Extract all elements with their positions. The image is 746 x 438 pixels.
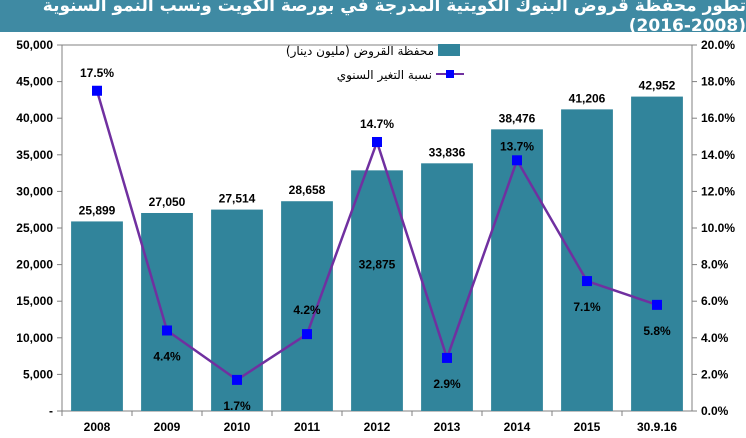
- x-tick-label: 2015: [574, 420, 601, 434]
- line-value-label: 5.8%: [643, 324, 671, 338]
- y-right-tick-label: 16.0%: [701, 111, 735, 125]
- y-right-tick-label: 2.0%: [701, 367, 729, 381]
- legend-bar-swatch: [438, 44, 460, 56]
- bar: [631, 96, 683, 411]
- y-left-tick-label: 15,000: [16, 294, 53, 308]
- y-right-tick-label: 4.0%: [701, 331, 729, 345]
- line-point: [162, 325, 172, 336]
- line-value-label: 4.2%: [293, 303, 321, 317]
- line-value-label: 13.7%: [500, 139, 534, 153]
- bar: [141, 212, 193, 411]
- bar: [421, 163, 473, 411]
- line-value-label: 1.7%: [223, 399, 251, 413]
- y-right-tick-label: 12.0%: [701, 184, 735, 198]
- y-right-tick-label: 18.0%: [701, 75, 735, 89]
- y-left-tick-label: 5,000: [23, 367, 53, 381]
- x-tick-label: 2008: [84, 420, 111, 434]
- y-right-tick-label: 10.0%: [701, 221, 735, 235]
- bar: [71, 221, 123, 411]
- line-point: [652, 299, 662, 310]
- y-left-tick-label: 30,000: [16, 184, 53, 198]
- bar-value-label: 27,514: [219, 192, 256, 206]
- line-point: [442, 352, 452, 363]
- y-left-tick-label: 40,000: [16, 111, 53, 125]
- line-point: [372, 136, 382, 147]
- line-point: [512, 155, 522, 166]
- legend-line-marker: [446, 70, 454, 78]
- y-right-tick-label: 8.0%: [701, 258, 729, 272]
- y-left-tick-label: 20,000: [16, 258, 53, 272]
- bar-value-label: 27,050: [149, 195, 186, 209]
- bar-value-label: 32,875: [359, 257, 396, 271]
- bar-value-label: 42,952: [639, 79, 676, 93]
- line-value-label: 7.1%: [573, 300, 601, 314]
- bars: [71, 96, 683, 412]
- bar-value-label: 28,658: [289, 183, 326, 197]
- bar: [281, 201, 333, 411]
- x-tick-label: 2012: [364, 420, 391, 434]
- y-left-tick-label: 45,000: [16, 75, 53, 89]
- line-value-label: 2.9%: [433, 377, 461, 391]
- x-tick-label: 2013: [434, 420, 461, 434]
- y-left-tick-label: -: [49, 404, 53, 418]
- x-tick-label: 30.9.16: [637, 420, 677, 434]
- bar: [561, 109, 613, 412]
- y-right-tick-label: 6.0%: [701, 294, 729, 308]
- y-right-tick-label: 14.0%: [701, 148, 735, 162]
- x-tick-label: 2009: [154, 420, 181, 434]
- y-right-tick-label: 0.0%: [701, 404, 729, 418]
- bar-value-label: 38,476: [499, 111, 536, 125]
- y-left-tick-label: 35,000: [16, 148, 53, 162]
- bar-labels: 25,899 27,050 27,514 28,658 32,875 33,836 38,4…: [79, 79, 676, 272]
- line-value-label: 4.4%: [153, 349, 181, 363]
- bar-value-label: 33,836: [429, 145, 466, 159]
- line-point: [582, 276, 592, 287]
- bar: [351, 170, 403, 411]
- chart-title: تطور محفظة قروض البنوك الكويتية المدرجة …: [0, 0, 746, 36]
- x-tick-label: 2014: [504, 420, 531, 434]
- x-tick-label: 2011: [294, 420, 320, 434]
- y-left-tick-label: 25,000: [16, 221, 53, 235]
- y-right-tick-label: 20.0%: [701, 38, 735, 52]
- axes: - 5,000 10,000 15,000 20,000 25,000 30,000 35,0…: [16, 38, 735, 434]
- y-left-tick-label: 10,000: [16, 331, 53, 345]
- line-point: [92, 85, 102, 96]
- line-point: [302, 329, 312, 340]
- line-value-label: 14.7%: [360, 117, 394, 131]
- y-left-tick-label: 50,000: [16, 38, 53, 52]
- x-tick-label: 2010: [224, 420, 251, 434]
- bar: [491, 129, 543, 411]
- legend: محفظة القروض (مليون دينار) نسبة التغير ا…: [286, 44, 464, 83]
- line-value-label: 17.5%: [80, 66, 114, 80]
- bar-value-label: 41,206: [569, 91, 606, 105]
- legend-bar-label: محفظة القروض (مليون دينار): [286, 44, 434, 59]
- combo-chart: - 5,000 10,000 15,000 20,000 25,000 30,000 35,0…: [16, 38, 735, 434]
- line-point: [232, 374, 242, 385]
- legend-line-label: نسبة التغير السنوي: [337, 68, 432, 83]
- bar-value-label: 25,899: [79, 203, 116, 217]
- growth-line: 17.5% 4.4% 1.7% 4.2% 14.7% 2.9% 13.7% 7.1% 5.8%: [80, 66, 671, 413]
